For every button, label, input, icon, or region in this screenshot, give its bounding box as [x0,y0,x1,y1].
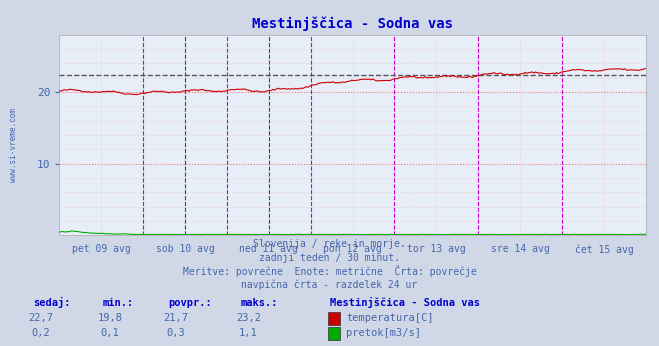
Text: www.si-vreme.com: www.si-vreme.com [9,108,18,182]
Text: min.:: min.: [102,298,133,308]
Text: 1,1: 1,1 [239,328,258,338]
Title: Mestinjščica - Sodna vas: Mestinjščica - Sodna vas [252,16,453,31]
Text: zadnji teden / 30 minut.: zadnji teden / 30 minut. [259,253,400,263]
Text: 19,8: 19,8 [98,313,123,323]
Text: 0,1: 0,1 [101,328,119,338]
Text: 0,2: 0,2 [32,328,50,338]
Text: 22,7: 22,7 [28,313,53,323]
Text: navpična črta - razdelek 24 ur: navpična črta - razdelek 24 ur [241,279,418,290]
Text: temperatura[C]: temperatura[C] [346,313,434,323]
Text: 21,7: 21,7 [163,313,188,323]
Text: povpr.:: povpr.: [168,298,212,308]
Text: Slovenija / reke in morje.: Slovenija / reke in morje. [253,239,406,249]
Text: sedaj:: sedaj: [33,297,71,308]
Text: 0,3: 0,3 [167,328,185,338]
Text: Meritve: povrečne  Enote: metrične  Črta: povrečje: Meritve: povrečne Enote: metrične Črta: … [183,265,476,277]
Text: pretok[m3/s]: pretok[m3/s] [346,328,421,338]
Text: maks.:: maks.: [241,298,278,308]
Text: Mestinjščica - Sodna vas: Mestinjščica - Sodna vas [330,297,480,308]
Text: 23,2: 23,2 [236,313,261,323]
